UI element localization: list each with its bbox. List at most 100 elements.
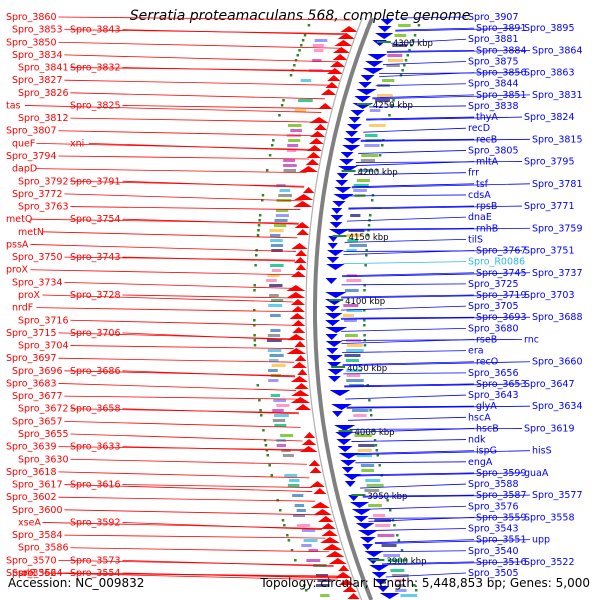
gene-label: Spro_3851 <box>476 90 527 101</box>
forward-gene-arrow <box>322 544 343 550</box>
gc-dot <box>363 289 366 292</box>
forward-gene-arrow <box>329 61 346 67</box>
gene-label: Spro_3743 <box>70 252 121 263</box>
forward-gene-arrow <box>309 117 329 123</box>
reverse-gene-arrow <box>333 194 354 200</box>
leader-line <box>390 38 467 44</box>
feature-band <box>270 244 284 247</box>
reverse-gene-arrow <box>350 110 365 116</box>
feature-band <box>353 189 367 192</box>
feature-band <box>297 99 313 102</box>
leader-line <box>350 194 467 197</box>
leader-line <box>346 216 467 222</box>
gene-label: Spro_3895 <box>524 23 575 34</box>
leader-line <box>353 450 475 455</box>
gc-dot <box>294 559 297 562</box>
leader-line <box>379 72 523 74</box>
gene-label: Spro_3719 <box>476 290 527 301</box>
reverse-gene-arrow <box>325 334 338 340</box>
gene-label: Spro_3781 <box>532 179 583 190</box>
gc-dot <box>368 214 372 217</box>
ruler-label: 4200 kbp <box>358 168 398 178</box>
reverse-gene-arrow <box>358 82 372 88</box>
gene-label: Spro_3751 <box>524 246 575 257</box>
gene-label: Spro_3587 <box>476 490 527 501</box>
forward-gene-arrow <box>317 516 334 522</box>
gc-dot <box>378 154 382 157</box>
leader-line <box>342 272 475 277</box>
leader-line <box>382 561 523 566</box>
gene-label: cdsA <box>468 190 491 201</box>
gene-label: Spro_3827 <box>12 75 63 86</box>
reverse-gene-arrow <box>326 257 340 263</box>
feature-band <box>284 474 298 477</box>
gc-dot <box>256 234 260 237</box>
reverse-gene-arrow <box>327 243 338 249</box>
feature-band <box>394 584 406 587</box>
feature-band <box>271 269 282 272</box>
reverse-gene-arrow <box>353 516 369 522</box>
leader-line <box>341 327 467 332</box>
reverse-gene-arrow <box>337 166 358 172</box>
gene-label: Spro_3807 <box>6 126 57 137</box>
gene-label: Spro_3592 <box>70 517 121 528</box>
reverse-gene-arrow <box>343 474 361 480</box>
gc-dot <box>363 309 366 312</box>
reverse-gene-arrow <box>345 131 359 137</box>
leader-line <box>382 561 475 565</box>
gc-dot <box>258 214 262 217</box>
feature-band <box>353 184 369 187</box>
gene-label: Spro_3850 <box>6 37 57 48</box>
feature-band <box>271 249 283 252</box>
forward-gene-arrow <box>347 593 360 599</box>
forward-gene-arrow <box>290 271 306 277</box>
feature-band <box>346 279 362 282</box>
gene-label: Spro_3677 <box>12 391 63 402</box>
leader-line <box>341 316 475 319</box>
gc-dot <box>268 154 272 157</box>
gene-label: thyA <box>476 112 498 123</box>
gene-label: Spro_3543 <box>468 524 519 535</box>
feature-band <box>387 59 404 62</box>
gene-label: Spro_3653 <box>476 379 527 390</box>
leader-line <box>343 250 523 252</box>
feature-band <box>365 134 378 137</box>
feature-band <box>315 584 330 587</box>
feature-band <box>364 489 380 492</box>
leader-line <box>58 559 334 566</box>
backbone-arc <box>313 17 374 600</box>
reverse-gene-arrow <box>346 124 363 130</box>
gene-label: Spro_3686 <box>70 366 121 377</box>
leader-line <box>42 572 338 581</box>
leader-line <box>344 383 523 388</box>
leader-line <box>58 130 315 137</box>
forward-gene-arrow <box>332 54 348 60</box>
gene-label: glyA <box>476 401 497 412</box>
feature-band <box>394 579 406 582</box>
gene-label: Spro_3564 <box>12 568 63 579</box>
leader-line <box>64 370 296 377</box>
feature-band <box>346 344 363 347</box>
leader-line <box>70 547 330 553</box>
gc-dot <box>280 104 284 107</box>
feature-band <box>278 194 292 197</box>
feature-band <box>344 289 359 292</box>
leader-line <box>360 138 531 142</box>
forward-gene-arrow <box>291 390 310 396</box>
reverse-gene-arrow <box>371 572 388 578</box>
gene-label: Spro_3794 <box>6 151 57 162</box>
gc-dot <box>368 399 371 402</box>
forward-gene-arrow <box>309 467 322 473</box>
feature-band <box>267 349 282 352</box>
gene-label: Spro_3853 <box>12 25 63 36</box>
feature-bands <box>253 24 421 597</box>
gene-label: Spro_3832 <box>70 63 121 74</box>
feature-band <box>287 144 299 147</box>
feature-band <box>356 179 370 182</box>
feature-band <box>395 589 407 592</box>
leader-line <box>345 227 531 231</box>
leader-line <box>362 494 531 498</box>
gene-label: Spro_3826 <box>18 88 69 99</box>
forward-gene-arrow <box>309 481 325 487</box>
